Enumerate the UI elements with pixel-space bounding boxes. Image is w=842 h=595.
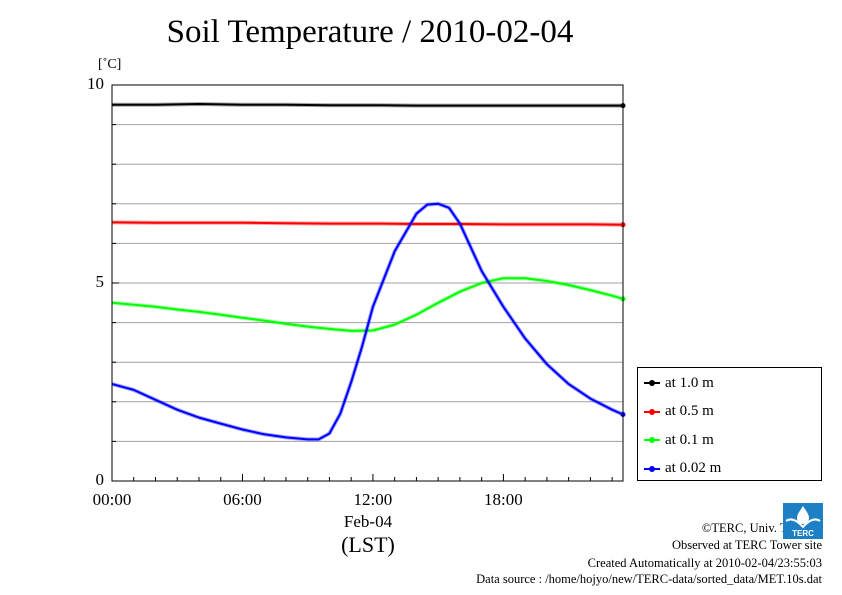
chart-title: Soil Temperature / 2010-02-04: [166, 14, 574, 50]
terc-logo-icon: TERC: [783, 503, 823, 539]
legend-label: at 0.1 m: [665, 431, 714, 448]
legend-label: at 0.02 m: [665, 460, 722, 476]
series-line-2: [111, 277, 624, 332]
credits-created: Created Automatically at 2010-02-04/23:5…: [587, 556, 822, 570]
x-tick-label: 12:00: [353, 490, 393, 509]
y-tick-label: 0: [95, 470, 105, 489]
legend-entry: at 1.0 m: [644, 373, 714, 393]
y-tick-label: 10: [87, 74, 104, 93]
x-tick-label: 06:00: [223, 490, 262, 509]
logo-text: TERC: [792, 529, 814, 538]
chart-legend: at 1.0 m at 0.5 m at 0.1 m at 0.02 m: [637, 367, 822, 481]
credits-observed: Observed at TERC Tower site: [671, 538, 822, 552]
legend-label: at 0.5 m: [665, 403, 714, 419]
credits-source: Data source : /home/hojyo/new/TERC-data/…: [476, 572, 822, 586]
series-line-3: [111, 202, 624, 441]
series-line-1: [111, 221, 624, 226]
chart-series: [111, 102, 626, 442]
legend-label: at 1.0 m: [665, 374, 714, 391]
legend-entry: at 0.5 m: [644, 402, 714, 422]
y-tick-label: 5: [95, 272, 105, 291]
legend-swatch-icon: [644, 465, 660, 473]
legend-swatch-icon: [644, 379, 660, 387]
y-axis-unit-label: [˚C]: [98, 57, 122, 72]
legend-entry: at 0.1 m: [644, 430, 714, 450]
x-tick-label: 18:00: [484, 490, 523, 509]
legend-swatch-icon: [644, 436, 660, 444]
legend-swatch-icon: [644, 408, 660, 416]
x-axis-date-label: Feb-04: [343, 512, 393, 531]
chart-grid: [112, 124, 623, 442]
chart-frame: [111, 84, 624, 482]
x-axis-timezone-label: (LST): [341, 532, 395, 557]
x-tick-label: 00:00: [92, 490, 132, 509]
series-line-halo-3: [111, 201, 624, 442]
legend-entry: at 0.02 m: [644, 459, 721, 479]
series-line-0: [112, 103, 623, 107]
